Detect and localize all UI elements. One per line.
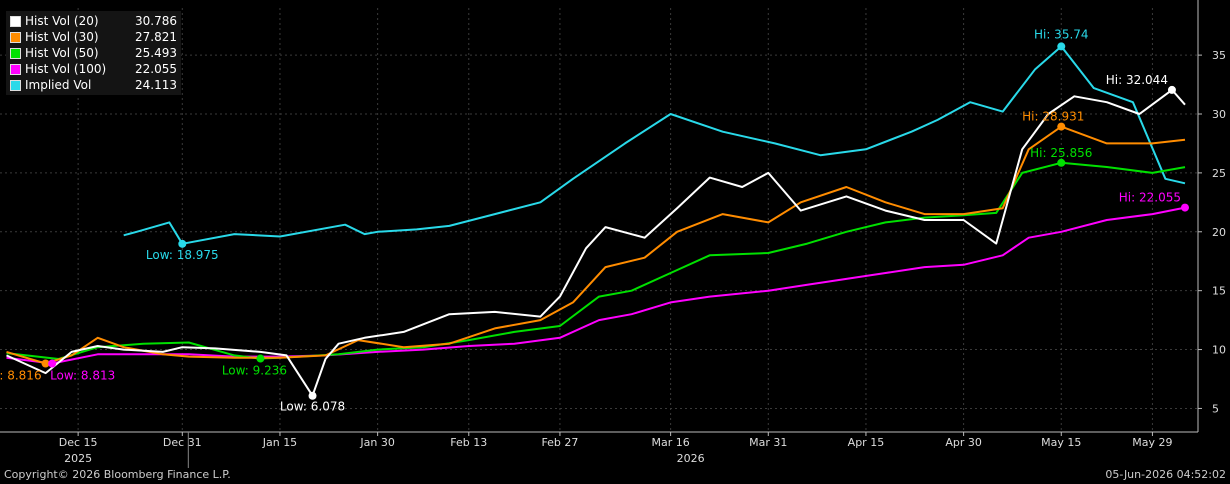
- annotation-marker: [1057, 42, 1066, 51]
- annotation-label: Low: 18.975: [146, 248, 219, 262]
- annotation-label: Hi: 32.044: [1106, 73, 1168, 87]
- y-tick-label: 25: [1212, 167, 1226, 180]
- x-tick-label: Feb 13: [450, 436, 487, 449]
- legend-entry: Hist Vol (50) 25.493: [10, 45, 177, 61]
- legend-series-name: Hist Vol (50): [25, 46, 99, 60]
- legend-series-value: 25.493: [135, 46, 177, 60]
- x-year-label: 2025: [64, 452, 92, 465]
- annotation-label: Hi: 22.055: [1119, 191, 1181, 205]
- annotation-marker: [256, 354, 265, 363]
- annotation-marker: [308, 391, 317, 400]
- legend-series-name: Hist Vol (30): [25, 30, 99, 44]
- legend-swatch: [10, 63, 21, 75]
- x-tick-label: Dec 15: [59, 436, 98, 449]
- legend-series-name: Implied Vol: [25, 78, 92, 92]
- annotation-label: Low: 8.816: [0, 369, 42, 383]
- x-tick-label: Feb 27: [541, 436, 578, 449]
- series-line: [6, 161, 1186, 360]
- x-tick-label: Jan 15: [262, 436, 297, 449]
- annotation-marker: [1057, 158, 1066, 167]
- legend-entry: Hist Vol (100) 22.055: [10, 61, 177, 77]
- legend-entry: Hist Vol (30) 27.821: [10, 29, 177, 45]
- legend-series-value: 24.113: [135, 78, 177, 92]
- annotation-label: Low: 9.236: [222, 364, 287, 378]
- copyright-text: Copyright© 2026 Bloomberg Finance L.P.: [4, 468, 231, 481]
- annotation-marker: [1167, 85, 1176, 94]
- annotation-label: Low: 8.813: [50, 369, 115, 383]
- x-tick-label: May 15: [1041, 436, 1081, 449]
- legend: Hist Vol (20) 30.786 Hist Vol (30) 27.821 Hi…: [6, 11, 181, 95]
- y-tick-label: 35: [1212, 49, 1226, 62]
- x-tick-label: May 29: [1132, 436, 1172, 449]
- series-lines: [6, 45, 1186, 397]
- annotation-label: Hi: 28.931: [1022, 110, 1084, 124]
- legend-swatch: [10, 15, 21, 27]
- legend-series-value: 27.821: [135, 30, 177, 44]
- legend-series-name: Hist Vol (100): [25, 62, 107, 76]
- annotation-marker: [41, 359, 50, 368]
- series-line: [6, 206, 1186, 365]
- y-tick-label: 15: [1212, 285, 1226, 298]
- annotation-marker: [1180, 203, 1189, 212]
- x-tick-label: Jan 30: [359, 436, 394, 449]
- legend-swatch: [10, 79, 21, 91]
- annotation-marker: [178, 239, 187, 248]
- legend-swatch: [10, 47, 21, 59]
- legend-series-value: 30.786: [135, 14, 177, 28]
- y-tick-label: 30: [1212, 108, 1226, 121]
- x-tick-label: Dec 31: [163, 436, 202, 449]
- annotations: Hi: 35.74 Hi: 32.044 Hi: 28.931 Hi: 25.856 H…: [0, 27, 1189, 414]
- legend-entry: Implied Vol 24.113: [10, 77, 177, 93]
- annotation-label: Hi: 35.74: [1034, 27, 1089, 41]
- x-tick-label: Apr 15: [848, 436, 885, 449]
- legend-swatch: [10, 31, 21, 43]
- x-tick-label: Mar 16: [651, 436, 689, 449]
- y-tick-label: 5: [1212, 402, 1219, 415]
- series-line: [123, 45, 1186, 245]
- annotation-marker: [48, 359, 57, 368]
- y-tick-label: 20: [1212, 226, 1226, 239]
- legend-series-value: 22.055: [135, 62, 177, 76]
- legend-series-name: Hist Vol (20): [25, 14, 99, 28]
- annotation-label: Hi: 25.856: [1030, 146, 1092, 160]
- x-year-label: 2026: [677, 452, 705, 465]
- x-tick-label: Apr 30: [945, 436, 982, 449]
- legend-entry: Hist Vol (20) 30.786: [10, 13, 177, 29]
- series-line: [6, 88, 1186, 397]
- annotation-label: Low: 6.078: [280, 400, 345, 414]
- annotation-marker: [1057, 122, 1066, 131]
- series-line: [6, 125, 1186, 365]
- x-tick-label: Mar 31: [749, 436, 787, 449]
- y-tick-label: 10: [1212, 344, 1226, 357]
- timestamp-text: 05-Jun-2026 04:52:02: [1105, 468, 1226, 481]
